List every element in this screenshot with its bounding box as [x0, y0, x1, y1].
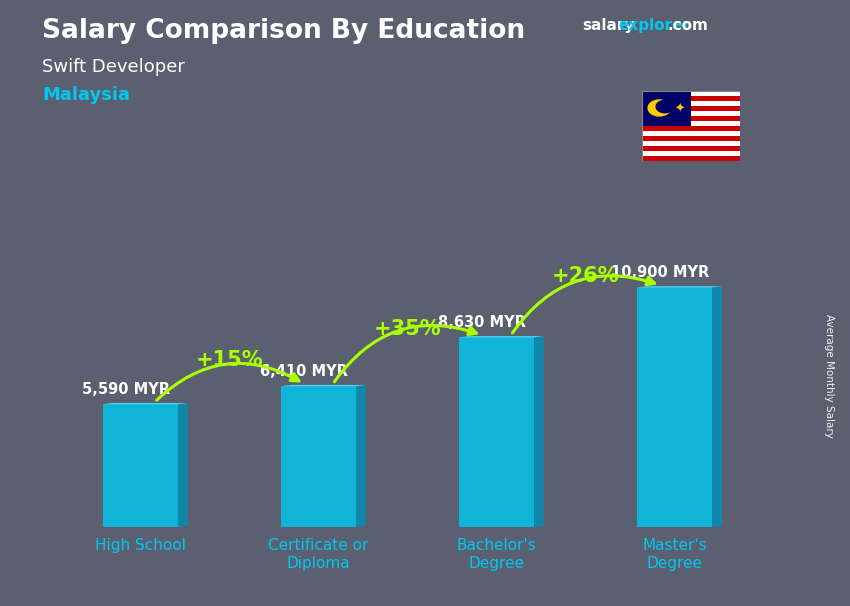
Bar: [642, 156, 740, 161]
Polygon shape: [103, 403, 188, 404]
Text: 6,410 MYR: 6,410 MYR: [260, 364, 348, 379]
Bar: [642, 145, 740, 151]
Text: 5,590 MYR: 5,590 MYR: [82, 382, 170, 397]
Bar: [642, 126, 740, 131]
Bar: [642, 111, 740, 116]
Text: Average Monthly Salary: Average Monthly Salary: [824, 314, 834, 438]
Bar: [642, 116, 740, 121]
Text: +26%: +26%: [552, 266, 620, 286]
Text: +35%: +35%: [374, 319, 441, 339]
Text: Malaysia: Malaysia: [42, 86, 131, 104]
Bar: [642, 106, 740, 111]
Text: explorer: explorer: [618, 18, 690, 33]
Text: salary: salary: [582, 18, 635, 33]
Text: Salary Comparison By Education: Salary Comparison By Education: [42, 18, 525, 44]
Circle shape: [656, 101, 673, 113]
Bar: [642, 91, 740, 96]
Bar: [642, 96, 740, 101]
Text: +15%: +15%: [196, 350, 264, 370]
Bar: [642, 141, 740, 145]
Bar: [642, 151, 740, 156]
Polygon shape: [638, 287, 712, 527]
Polygon shape: [178, 403, 188, 527]
Bar: [642, 131, 740, 136]
Bar: [642, 91, 690, 126]
Bar: [642, 101, 740, 106]
Text: 10,900 MYR: 10,900 MYR: [611, 265, 710, 281]
Text: ✦: ✦: [675, 102, 685, 115]
Polygon shape: [638, 286, 722, 287]
Polygon shape: [459, 338, 534, 527]
Polygon shape: [459, 336, 544, 338]
Polygon shape: [103, 404, 178, 527]
Bar: [642, 121, 740, 126]
Text: 8,630 MYR: 8,630 MYR: [439, 315, 526, 330]
Circle shape: [648, 100, 671, 116]
Text: Swift Developer: Swift Developer: [42, 58, 185, 76]
Polygon shape: [534, 336, 544, 527]
Polygon shape: [281, 386, 356, 527]
Polygon shape: [281, 385, 366, 386]
Text: .com: .com: [667, 18, 708, 33]
Bar: [642, 136, 740, 141]
Polygon shape: [356, 385, 366, 527]
Polygon shape: [712, 286, 722, 527]
